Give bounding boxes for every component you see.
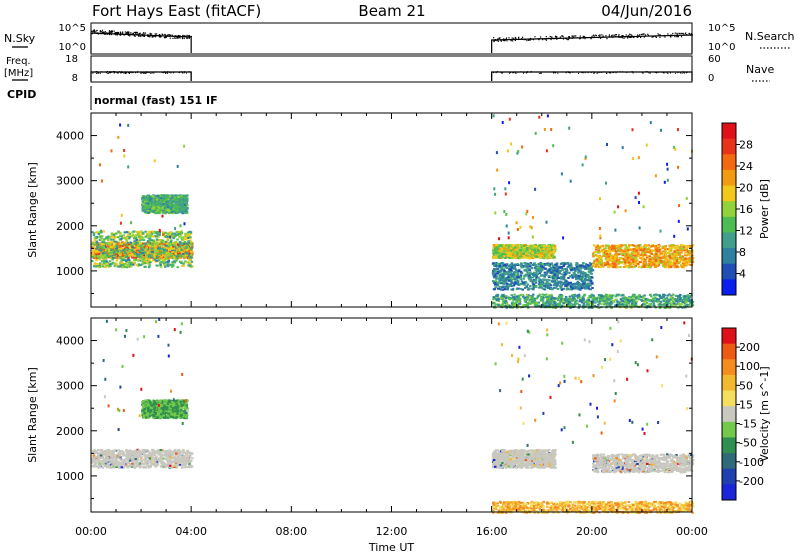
colorbar-swatch xyxy=(722,468,736,485)
colorbar-swatch xyxy=(722,484,736,501)
nsky-label: N.Sky xyxy=(4,32,36,45)
colorbar-swatch xyxy=(722,123,736,140)
nave-trace xyxy=(91,71,689,74)
x-tick-label: 00:00 xyxy=(676,525,708,538)
colorbar-swatch xyxy=(722,154,736,171)
nsky-trace xyxy=(90,29,694,53)
freq-trace xyxy=(90,71,693,81)
x-tick-label: 04:00 xyxy=(175,525,207,538)
y-tick-label: 2000 xyxy=(56,425,84,438)
colorbar-swatch xyxy=(722,437,736,454)
colorbar-tick-label: 50 xyxy=(739,379,753,392)
colorbar-swatch xyxy=(722,169,736,187)
freq-tick-low: 8 xyxy=(72,73,78,84)
colorbar-tick-label: 12 xyxy=(739,225,753,238)
colorbar-swatch xyxy=(722,216,736,233)
nsky-panel-frame xyxy=(90,22,693,55)
colorbar-swatch xyxy=(722,406,736,423)
x-axis-label: Time UT xyxy=(368,541,414,554)
freq-label: Freq. xyxy=(6,56,31,67)
nsearch-tick-low: 10^0 xyxy=(708,42,735,53)
nave-tick-high: 60 xyxy=(708,54,721,65)
colorbar-swatch xyxy=(722,232,736,249)
nave-label: Nave xyxy=(746,63,774,76)
colorbar-swatch xyxy=(722,453,736,470)
colorbar-tick-label: -200 xyxy=(739,475,764,488)
title: Fort Hays East (fitACF) xyxy=(92,2,261,20)
power-colorbar: 4 8 12 16 20 24 28 Power [dB] xyxy=(721,122,771,296)
colorbar-tick-label: -100 xyxy=(739,456,764,469)
y-axis-label: Slant Range [km] xyxy=(26,162,39,258)
date-label: 04/Jun/2016 xyxy=(601,2,692,20)
nsky-tick-low: 10^0 xyxy=(59,42,86,53)
nsearch-label: N.Search xyxy=(745,30,795,43)
colorbar-swatch xyxy=(722,359,736,376)
colorbar-tick-label: 24 xyxy=(739,160,753,173)
colorbar-tick-label: 200 xyxy=(739,341,760,354)
colorbar-swatch xyxy=(722,201,736,218)
freq-panel-frame xyxy=(90,55,693,83)
colorbar-label: Power [dB] xyxy=(758,179,771,239)
beam-label: Beam 21 xyxy=(358,2,425,20)
colorbar-swatch xyxy=(722,328,736,345)
power-scatter xyxy=(91,114,695,309)
nsky-tick-high: 10^5 xyxy=(59,23,86,34)
y-tick-label: 3000 xyxy=(56,380,84,393)
nsearch-tick-high: 10^5 xyxy=(708,23,735,34)
y-tick-label: 2000 xyxy=(56,220,84,233)
x-tick-label: 16:00 xyxy=(476,525,508,538)
colorbar-swatch xyxy=(722,138,736,155)
velocity-panel: 1000 2000 3000 4000 Slant Range [km] xyxy=(26,317,695,514)
colorbar-swatch xyxy=(722,374,736,392)
y-tick-label: 4000 xyxy=(56,130,84,143)
x-tick-label: 00:00 xyxy=(75,525,107,538)
freq-unit: [MHz] xyxy=(4,68,33,79)
y-tick-label: 4000 xyxy=(56,335,84,348)
y-tick-label: 1000 xyxy=(56,265,84,278)
colorbar-tick-label: 8 xyxy=(739,246,746,259)
x-tick-label: 08:00 xyxy=(275,525,307,538)
colorbar-tick-label: 100 xyxy=(739,360,760,373)
colorbar-swatch xyxy=(722,421,736,438)
colorbar-swatch xyxy=(722,248,736,265)
cpid-value: normal (fast) 151 IF xyxy=(94,94,218,107)
colorbar-tick-label: -50 xyxy=(739,437,757,450)
nave-tick-low: 0 xyxy=(708,73,714,84)
colorbar-tick-label: 28 xyxy=(739,139,753,152)
colorbar-tick-label: 15 xyxy=(739,398,753,411)
colorbar-swatch xyxy=(722,343,736,360)
colorbar-swatch xyxy=(722,390,736,407)
y-tick-label: 3000 xyxy=(56,175,84,188)
x-tick-label: 12:00 xyxy=(376,525,408,538)
colorbar-label: Velocity [m s^-1] xyxy=(758,366,771,461)
x-tick-label: 20:00 xyxy=(576,525,608,538)
freq-tick-high: 18 xyxy=(65,54,78,65)
colorbar-tick-label: -15 xyxy=(739,418,757,431)
colorbar-tick-label: 20 xyxy=(739,182,753,195)
colorbar-tick-label: 4 xyxy=(739,268,746,281)
power-panel: 1000 2000 3000 4000 Slant Range [km] xyxy=(26,112,695,309)
velocity-scatter xyxy=(91,318,695,514)
y-tick-label: 1000 xyxy=(56,470,84,483)
y-axis-label: Slant Range [km] xyxy=(26,367,39,463)
colorbar-tick-label: 16 xyxy=(739,203,753,216)
colorbar-swatch xyxy=(722,185,736,202)
velocity-colorbar: 200 100 50 15 -15 -50 -100 -200 Velocity [m s^-1… xyxy=(721,327,771,501)
colorbar-swatch xyxy=(722,279,736,296)
cpid-label: CPID xyxy=(7,88,36,101)
colorbar-swatch xyxy=(722,263,736,280)
